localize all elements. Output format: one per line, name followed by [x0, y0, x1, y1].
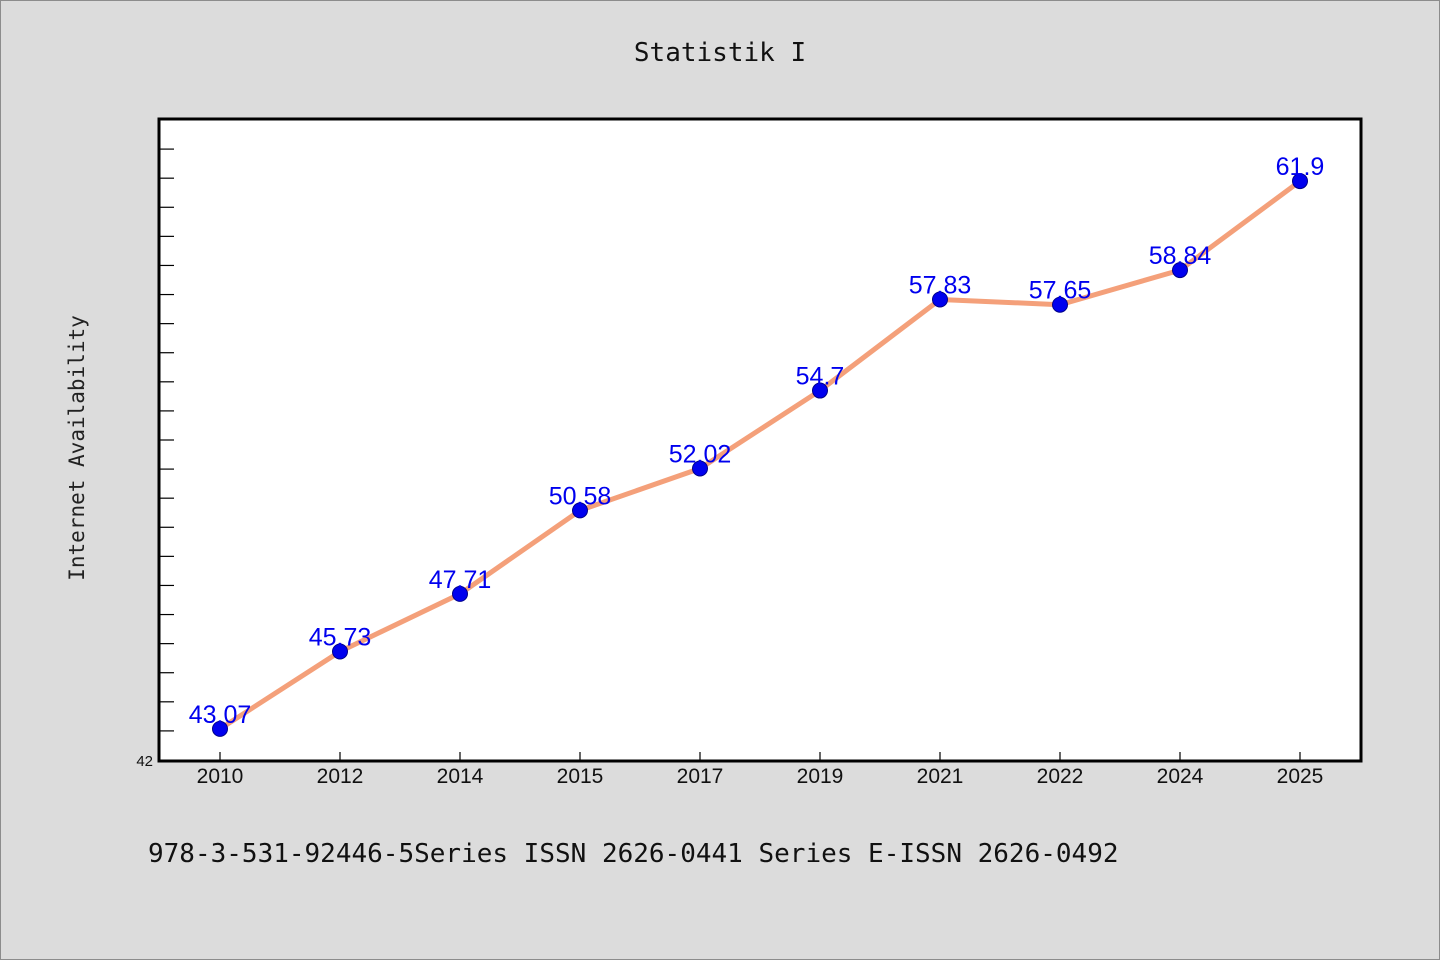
- data-label: 57.83: [909, 271, 972, 299]
- data-point: [332, 643, 348, 660]
- data-label: 47.71: [429, 566, 492, 594]
- data-label: 54.7: [796, 363, 845, 391]
- data-label: 50.58: [549, 482, 612, 510]
- x-tick-label: 2025: [1277, 765, 1324, 788]
- x-tick-label: 2015: [557, 765, 604, 788]
- x-tick-label: 2021: [917, 765, 964, 788]
- y-ticks: [160, 148, 174, 732]
- data-labels: 43.07 45.73 47.71 50.58 52.02 54.7 57.83 57.65 5…: [189, 153, 1325, 729]
- data-point: [572, 502, 588, 519]
- data-point: [1292, 173, 1308, 190]
- data-point: [1052, 296, 1068, 313]
- plot-area: [157, 117, 1363, 763]
- x-tick-label: 2017: [677, 765, 724, 788]
- x-tick-label: 2010: [197, 765, 244, 788]
- data-point: [812, 382, 828, 399]
- series-line: [217, 178, 1303, 732]
- data-markers: [212, 173, 1308, 737]
- data-label: 52.02: [669, 441, 732, 469]
- y-axis-label: Internet Availability: [65, 315, 89, 581]
- chart-title: Statistik I: [634, 38, 806, 68]
- footer-text: 978-3-531-92446-5Series ISSN 2626-0441 S…: [148, 839, 1119, 869]
- data-label: 45.73: [309, 623, 372, 651]
- data-label: 43.07: [189, 701, 252, 729]
- x-tick-label: 2012: [317, 765, 364, 788]
- data-label: 58.84: [1149, 242, 1212, 270]
- data-point: [692, 460, 708, 477]
- data-point: [212, 720, 228, 737]
- y-min-tick-label: 42: [136, 753, 153, 770]
- x-axis: 2010 2012 2014 2015 2017 2019 2021 2022 2024 2025: [197, 752, 1324, 788]
- data-label: 61.9: [1276, 153, 1325, 181]
- data-label: 57.65: [1029, 277, 1092, 305]
- x-tick-label: 2019: [797, 765, 844, 788]
- x-tick-label: 2022: [1037, 765, 1084, 788]
- data-point: [452, 585, 468, 602]
- data-point: [932, 291, 948, 308]
- x-tick-label: 2024: [1157, 765, 1204, 788]
- x-tick-label: 2014: [437, 765, 484, 788]
- data-point: [1172, 262, 1188, 279]
